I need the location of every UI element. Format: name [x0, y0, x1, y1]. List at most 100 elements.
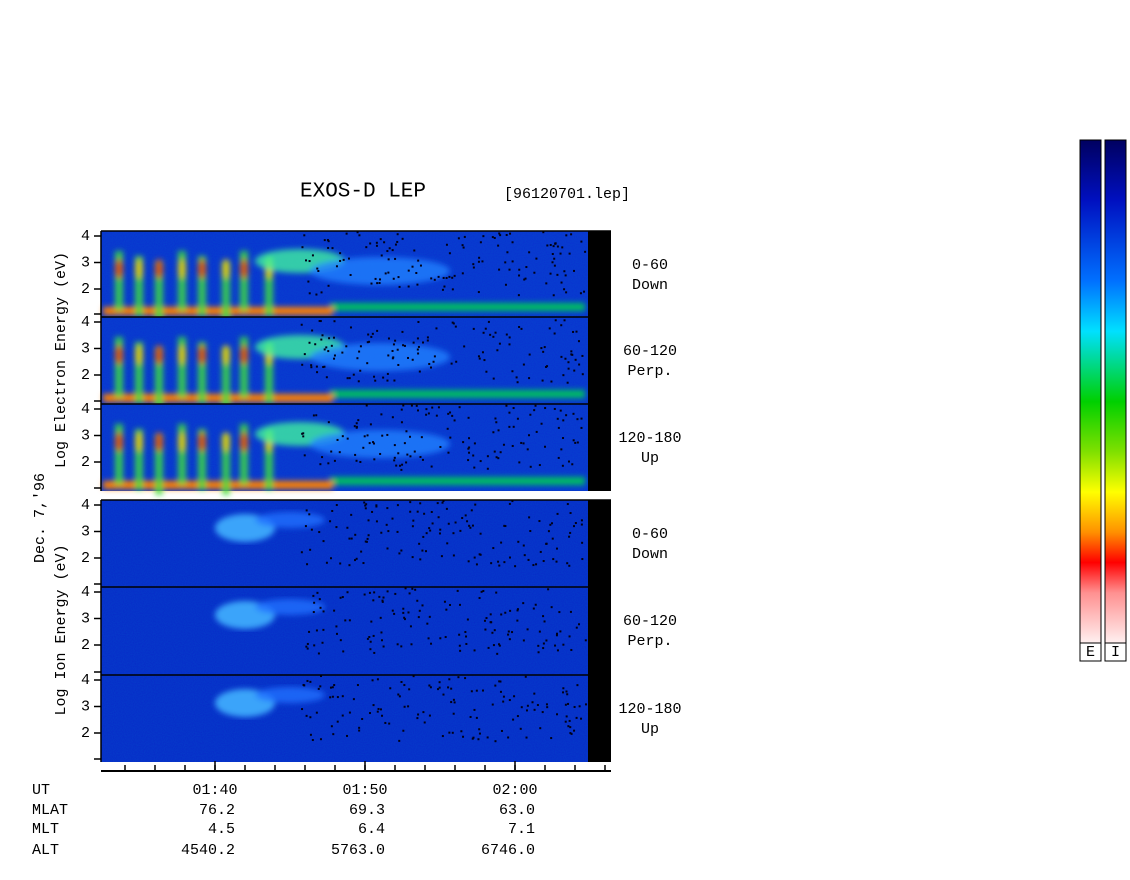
dropout: [449, 436, 452, 439]
dropout: [387, 530, 390, 533]
dropout: [580, 523, 583, 526]
dropout: [333, 684, 336, 687]
dropout: [545, 365, 548, 368]
dropout: [572, 412, 575, 415]
dropout: [498, 644, 501, 647]
dropout: [471, 737, 474, 740]
dropout: [412, 675, 415, 678]
y-tick-label: 3: [81, 523, 90, 540]
dropout: [475, 689, 478, 692]
pitch-direction: Down: [632, 277, 668, 294]
dropout: [442, 500, 445, 503]
y-tick-label: 2: [81, 550, 90, 567]
dropout: [499, 690, 502, 693]
dropout: [409, 435, 412, 438]
burst: [222, 347, 230, 408]
dropout: [402, 729, 405, 732]
dropout: [359, 345, 362, 348]
dropout: [415, 271, 418, 274]
dropout: [505, 234, 508, 237]
dropout: [451, 321, 454, 324]
dropout: [580, 240, 583, 243]
dropout: [549, 523, 552, 526]
dropout: [494, 740, 497, 743]
dropout: [321, 641, 324, 644]
dropout: [498, 564, 501, 567]
dropout: [438, 686, 441, 689]
dropout: [542, 231, 545, 234]
low-energy-band: [103, 481, 333, 489]
dropout: [538, 464, 541, 467]
dropout: [331, 247, 334, 250]
dropout: [533, 409, 536, 412]
orbit-value: 4540.2: [181, 842, 235, 859]
dropout: [389, 687, 392, 690]
dropout: [564, 274, 567, 277]
dropout: [546, 365, 549, 368]
dropout: [359, 460, 362, 463]
dropout: [393, 459, 396, 462]
burst-core: [135, 432, 143, 452]
dropout: [459, 529, 462, 532]
dropout: [581, 373, 584, 376]
dropout: [327, 284, 330, 287]
dropout: [339, 259, 342, 262]
spectrogram-panel: 2 3 4 60-120 Perp.: [81, 584, 677, 675]
dropout: [561, 464, 564, 467]
dropout: [537, 651, 540, 654]
dropout: [427, 637, 430, 640]
dropout: [566, 503, 569, 506]
dropout: [511, 631, 514, 634]
dropout: [525, 266, 528, 269]
dropout: [331, 686, 334, 689]
dropout: [376, 329, 379, 332]
dropout: [576, 418, 579, 421]
dropout: [447, 522, 450, 525]
dropout: [363, 435, 366, 438]
orbit-value: 5763.0: [331, 842, 385, 859]
burst: [178, 337, 186, 398]
dropout: [355, 422, 358, 425]
dropout: [322, 540, 325, 543]
time-label: 02:00: [492, 782, 537, 799]
dropout: [339, 639, 342, 642]
dropout: [531, 701, 534, 704]
dropout: [322, 628, 325, 631]
dropout: [473, 442, 476, 445]
dropout: [545, 703, 548, 706]
dropout: [552, 558, 555, 561]
dropout: [345, 345, 348, 348]
dropout: [367, 519, 370, 522]
dropout: [509, 609, 512, 612]
dropout: [327, 462, 330, 465]
dropout: [400, 549, 403, 552]
dropout: [472, 327, 475, 330]
y-tick-label: 2: [81, 725, 90, 742]
dropout: [467, 560, 470, 563]
orbit-value: 76.2: [199, 802, 235, 819]
dropout: [569, 726, 572, 729]
dropout: [411, 358, 414, 361]
no-data: [588, 675, 611, 762]
dropout: [322, 366, 325, 369]
dropout: [375, 505, 378, 508]
dropout: [394, 257, 397, 260]
dropout: [319, 738, 322, 741]
dropout: [313, 601, 316, 604]
dropout: [423, 512, 426, 515]
dropout: [386, 547, 389, 550]
dropout: [569, 531, 572, 534]
dropout: [511, 500, 514, 503]
burst-core: [115, 259, 123, 279]
dropout: [328, 337, 331, 340]
dropout: [556, 649, 559, 652]
dropout: [309, 680, 312, 683]
pitch-angle-range: 120-180: [618, 701, 681, 718]
dropout: [509, 232, 512, 235]
dropout: [478, 597, 481, 600]
spectrum-features: [215, 512, 325, 542]
dropout: [472, 454, 475, 457]
dropout: [411, 587, 414, 590]
dropout: [308, 341, 311, 344]
dropout: [429, 529, 432, 532]
